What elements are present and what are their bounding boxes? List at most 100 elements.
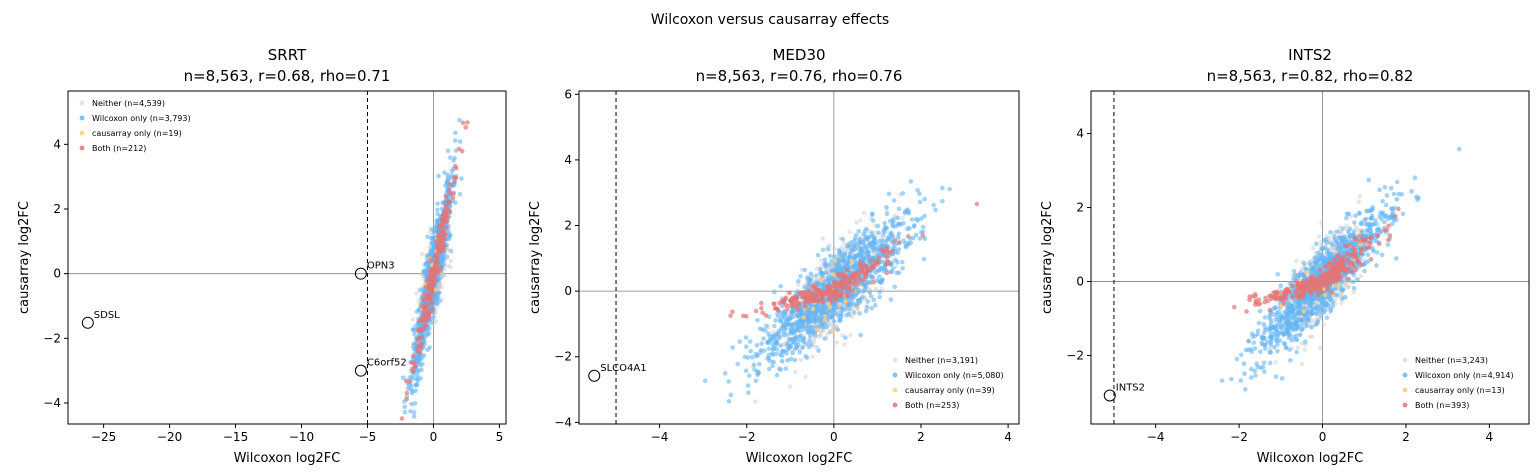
data-point <box>422 322 428 327</box>
data-point <box>417 287 423 293</box>
data-point <box>832 319 837 324</box>
data-point <box>867 280 873 285</box>
data-point <box>796 302 801 308</box>
data-point <box>840 236 846 242</box>
x-tick-label: −2 <box>738 430 756 444</box>
data-point <box>781 330 787 336</box>
data-point <box>1294 258 1299 264</box>
data-point <box>871 279 876 285</box>
data-point <box>410 327 416 332</box>
data-point <box>865 268 871 274</box>
data-point <box>1299 361 1305 366</box>
data-point <box>773 351 779 357</box>
data-point <box>810 306 816 312</box>
data-point <box>400 375 406 381</box>
data-point <box>785 340 790 346</box>
data-point <box>778 318 784 323</box>
data-point <box>802 300 808 305</box>
legend-marker <box>79 100 85 106</box>
data-point <box>763 313 769 318</box>
data-point <box>423 261 428 267</box>
data-point <box>833 262 839 267</box>
data-point <box>845 261 851 266</box>
data-point <box>453 166 459 171</box>
data-point <box>911 224 917 229</box>
data-point <box>854 220 859 225</box>
legend-label: Neither (n=4,539) <box>92 99 165 108</box>
data-point <box>730 309 735 315</box>
data-point <box>447 191 453 197</box>
data-point <box>786 303 791 309</box>
data-point <box>1351 289 1356 295</box>
legend-marker <box>892 357 898 363</box>
x-axis-label: Wilcoxon log2FC <box>746 451 853 466</box>
data-point <box>410 317 416 322</box>
data-point <box>940 185 945 191</box>
x-tick-label: 0 <box>430 430 438 444</box>
data-point <box>822 257 828 262</box>
data-point <box>847 251 853 257</box>
panel-subtitle: n=8,563, r=0.82, rho=0.82 <box>1207 67 1414 85</box>
data-point <box>439 273 444 279</box>
data-point <box>940 198 945 204</box>
data-point <box>445 263 450 268</box>
data-point <box>920 224 926 230</box>
data-point <box>1456 146 1462 152</box>
data-point <box>855 306 860 311</box>
data-point <box>831 254 837 259</box>
data-point <box>1299 341 1304 346</box>
data-point <box>787 290 792 296</box>
data-point <box>842 252 848 258</box>
data-point <box>902 209 908 215</box>
data-point <box>743 335 749 340</box>
data-point <box>843 273 849 279</box>
x-tick-label: 4 <box>1004 430 1012 444</box>
data-point <box>819 274 825 279</box>
data-point <box>443 203 449 208</box>
data-point <box>1321 322 1326 327</box>
data-point <box>772 289 777 295</box>
data-point <box>919 216 924 221</box>
data-point <box>459 176 464 181</box>
data-point <box>801 327 806 333</box>
data-point <box>440 261 445 267</box>
data-point <box>917 191 922 196</box>
y-tick-label: 2 <box>53 202 61 216</box>
data-point <box>447 209 453 215</box>
data-point <box>843 285 848 291</box>
data-point <box>412 401 418 406</box>
data-point <box>766 346 772 351</box>
data-point <box>1324 233 1329 239</box>
data-point <box>446 200 452 205</box>
data-point <box>1382 219 1387 225</box>
data-point <box>920 233 926 239</box>
data-point <box>915 187 920 193</box>
point-cloud <box>703 179 980 404</box>
data-point <box>434 239 439 244</box>
data-point <box>917 199 923 205</box>
data-point <box>753 308 759 314</box>
data-point <box>903 241 908 246</box>
data-point <box>1370 246 1376 252</box>
data-point <box>449 168 455 174</box>
data-point <box>884 245 890 251</box>
data-point <box>420 251 425 257</box>
data-point <box>726 379 731 384</box>
data-point <box>853 232 859 238</box>
legend-marker <box>892 387 898 393</box>
data-point <box>1261 360 1267 366</box>
data-point <box>860 263 865 269</box>
data-point <box>435 295 440 301</box>
x-axis-label: Wilcoxon log2FC <box>234 451 341 466</box>
data-point <box>884 208 890 213</box>
data-point <box>820 328 825 333</box>
data-point <box>419 356 424 361</box>
legend: Neither (n=3,191)Wilcoxon only (n=5,080)… <box>892 356 1004 410</box>
data-point <box>422 304 428 310</box>
data-point <box>403 378 409 383</box>
data-point <box>777 300 782 306</box>
data-point <box>864 305 870 310</box>
data-point <box>1249 375 1254 380</box>
data-point <box>800 295 806 300</box>
data-point <box>811 339 817 345</box>
